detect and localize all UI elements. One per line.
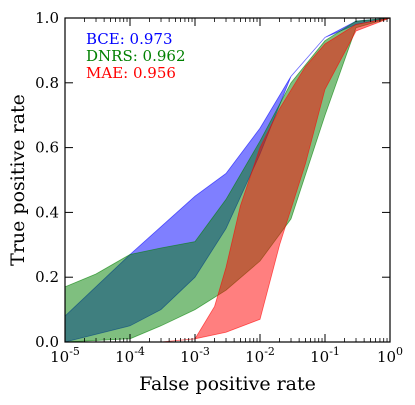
y-axis-label: True positive rate bbox=[7, 94, 29, 266]
axis-ticks bbox=[64, 17, 391, 343]
legend-entry-dnrs: DNRS: 0.962 bbox=[86, 47, 186, 65]
y-tick-label: 1.0 bbox=[35, 9, 59, 27]
x-axis-label: False positive rate bbox=[139, 373, 316, 395]
y-tick-label: 0.6 bbox=[35, 139, 59, 157]
x-tick-label: 10-3 bbox=[180, 345, 210, 366]
legend-entry-mae: MAE: 0.956 bbox=[86, 64, 176, 82]
x-tick-label: 10-4 bbox=[115, 345, 145, 366]
y-tick-label: 0.2 bbox=[35, 268, 59, 286]
legend-entry-bce: BCE: 0.973 bbox=[86, 30, 173, 48]
y-tick-label: 0.8 bbox=[35, 74, 59, 92]
x-tick-label: 10-5 bbox=[50, 345, 80, 366]
series-bands bbox=[64, 17, 391, 343]
y-tick-labels: 0.0 0.2 0.4 0.6 0.8 1.0 bbox=[35, 9, 59, 351]
y-tick-label: 0.4 bbox=[35, 203, 59, 221]
y-tick-label: 0.0 bbox=[35, 333, 59, 351]
x-tick-labels: 10-5 10-4 10-3 10-2 10-1 100 bbox=[50, 345, 403, 366]
x-tick-label: 10-1 bbox=[310, 345, 340, 366]
x-tick-label: 10-2 bbox=[245, 345, 275, 366]
x-tick-label: 100 bbox=[377, 345, 403, 366]
plot-frame bbox=[64, 17, 391, 343]
